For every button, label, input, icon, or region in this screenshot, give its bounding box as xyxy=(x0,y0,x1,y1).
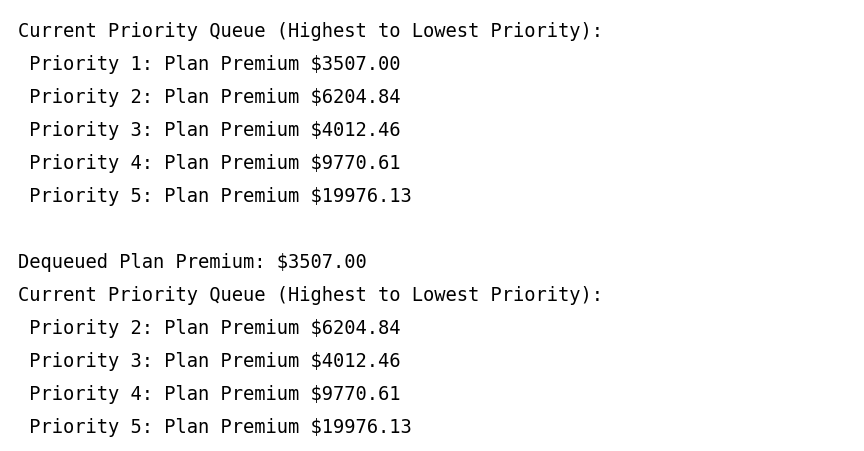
Text: Priority 5: Plan Premium $19976.13: Priority 5: Plan Premium $19976.13 xyxy=(18,187,412,206)
Text: Priority 2: Plan Premium $6204.84: Priority 2: Plan Premium $6204.84 xyxy=(18,318,401,337)
Text: Priority 3: Plan Premium $4012.46: Priority 3: Plan Premium $4012.46 xyxy=(18,351,401,370)
Text: Priority 4: Plan Premium $9770.61: Priority 4: Plan Premium $9770.61 xyxy=(18,384,401,403)
Text: Current Priority Queue (Highest to Lowest Priority):: Current Priority Queue (Highest to Lowes… xyxy=(18,22,603,41)
Text: Dequeued Plan Premium: $3507.00: Dequeued Plan Premium: $3507.00 xyxy=(18,253,366,272)
Text: Priority 1: Plan Premium $3507.00: Priority 1: Plan Premium $3507.00 xyxy=(18,55,401,74)
Text: Priority 5: Plan Premium $19976.13: Priority 5: Plan Premium $19976.13 xyxy=(18,417,412,436)
Text: Priority 3: Plan Premium $4012.46: Priority 3: Plan Premium $4012.46 xyxy=(18,121,401,140)
Text: Priority 2: Plan Premium $6204.84: Priority 2: Plan Premium $6204.84 xyxy=(18,88,401,107)
Text: Priority 4: Plan Premium $9770.61: Priority 4: Plan Premium $9770.61 xyxy=(18,154,401,173)
Text: Current Priority Queue (Highest to Lowest Priority):: Current Priority Queue (Highest to Lowes… xyxy=(18,285,603,304)
